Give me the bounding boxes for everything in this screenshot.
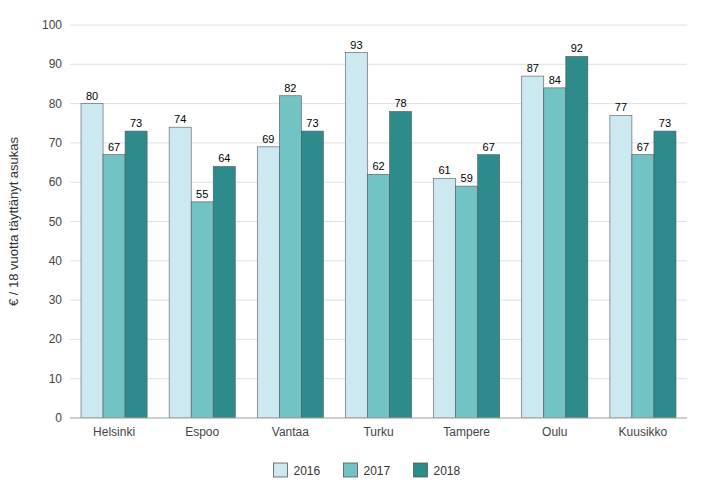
data-label: 67 — [108, 141, 120, 153]
bar — [103, 155, 125, 418]
data-label: 73 — [659, 117, 671, 129]
bar — [654, 131, 676, 418]
bar — [456, 186, 478, 418]
data-label: 92 — [571, 42, 583, 54]
data-labels: 80 74 69 93 61 87 77 67 55 82 62 59 84 67 73 64 73 78 67 92… — [86, 39, 671, 200]
bar — [632, 155, 654, 418]
bar — [610, 115, 632, 418]
legend-swatch — [344, 463, 358, 477]
data-label: 61 — [438, 164, 450, 176]
x-tick-label: Kuusikko — [619, 425, 668, 439]
legend-label: 2016 — [294, 464, 321, 478]
bar — [125, 131, 147, 418]
data-label: 73 — [306, 117, 318, 129]
legend-label: 2018 — [434, 464, 461, 478]
chart-svg: 0 10 20 30 40 50 60 70 80 90 100 € / 18 vuotta täyt… — [0, 0, 707, 498]
bar — [191, 202, 213, 418]
data-label: 78 — [394, 97, 406, 109]
data-label: 67 — [637, 141, 649, 153]
bar — [544, 88, 566, 418]
data-label: 55 — [196, 188, 208, 200]
bar — [367, 174, 389, 418]
bar — [390, 111, 412, 418]
grid-line — [70, 64, 687, 65]
x-axis-line — [70, 418, 687, 419]
y-tick-label: 70 — [49, 136, 63, 150]
bar — [169, 127, 191, 418]
x-tick-label: Espoo — [185, 425, 219, 439]
x-axis: Helsinki Espoo Vantaa Turku Tampere Oulu Kuusi… — [70, 418, 687, 439]
y-tick-label: 60 — [49, 175, 63, 189]
y-axis: 0 10 20 30 40 50 60 70 80 90 100 — [42, 18, 687, 425]
legend: 2016 2017 2018 — [274, 463, 461, 478]
bar — [213, 166, 235, 418]
bar — [566, 56, 588, 418]
y-tick-label: 90 — [49, 57, 63, 71]
x-tick-label: Helsinki — [93, 425, 135, 439]
grid-line — [70, 25, 687, 26]
y-axis-label: € / 18 vuotta täyttänyt asukas — [6, 136, 21, 306]
bar — [478, 155, 500, 418]
data-label: 87 — [527, 62, 539, 74]
grid-line — [70, 142, 687, 143]
bar — [522, 76, 544, 418]
bar — [345, 53, 367, 418]
data-label: 93 — [350, 39, 362, 51]
x-tick-label: Vantaa — [272, 425, 309, 439]
bar — [301, 131, 323, 418]
y-tick-label: 80 — [49, 97, 63, 111]
data-label: 74 — [174, 113, 186, 125]
data-label: 64 — [218, 152, 230, 164]
grid-line — [70, 103, 687, 104]
legend-swatch — [414, 463, 428, 477]
data-label: 59 — [461, 172, 473, 184]
data-label: 69 — [262, 133, 274, 145]
x-tick-label: Tampere — [443, 425, 490, 439]
y-tick-label: 20 — [49, 332, 63, 346]
y-tick-label: 40 — [49, 254, 63, 268]
data-label: 84 — [549, 74, 561, 86]
y-tick-label: 100 — [42, 18, 62, 32]
legend-label: 2017 — [364, 464, 391, 478]
bar — [434, 178, 456, 418]
data-label: 82 — [284, 82, 296, 94]
data-label: 80 — [86, 90, 98, 102]
chart-container: 0 10 20 30 40 50 60 70 80 90 100 € / 18 vuotta täyt… — [0, 0, 707, 498]
y-tick-label: 0 — [55, 411, 62, 425]
x-tick-label: Oulu — [542, 425, 567, 439]
y-tick-label: 50 — [49, 215, 63, 229]
data-label: 67 — [483, 141, 495, 153]
bar — [257, 147, 279, 418]
y-tick-label: 30 — [49, 293, 63, 307]
x-tick-label: Turku — [363, 425, 393, 439]
y-tick-label: 10 — [49, 372, 63, 386]
bar — [81, 104, 103, 418]
data-label: 77 — [615, 101, 627, 113]
data-label: 62 — [372, 160, 384, 172]
bars — [81, 53, 676, 418]
legend-swatch — [274, 463, 288, 477]
bar — [279, 96, 301, 418]
data-label: 73 — [130, 117, 142, 129]
grid-line — [70, 418, 687, 419]
